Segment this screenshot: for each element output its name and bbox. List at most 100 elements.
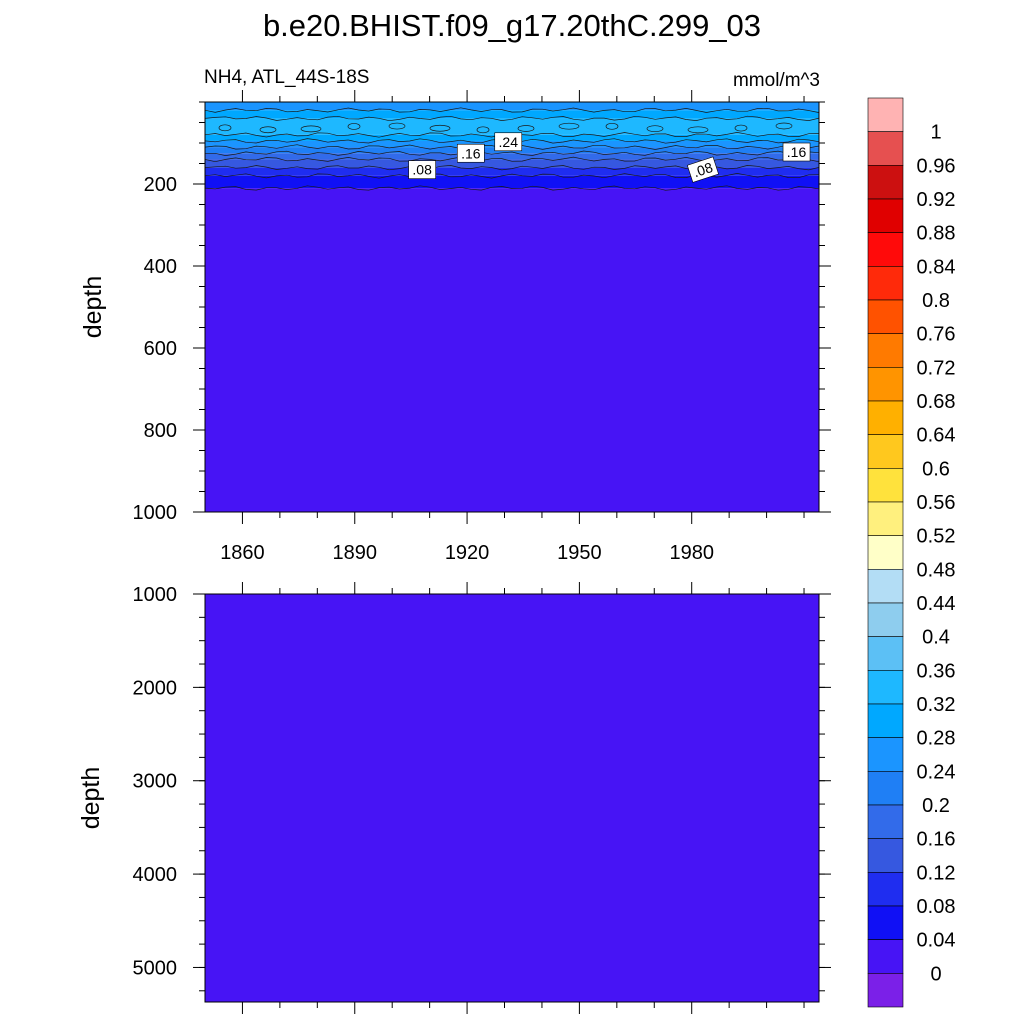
colorbar-swatch-10: [867, 434, 904, 469]
top-bands: [205, 102, 819, 512]
x-tick-label: 1890: [333, 542, 378, 564]
colorbar-label-6: 0.76: [917, 324, 956, 346]
contour-line-7: [204, 165, 820, 171]
top-ylabel: depth: [79, 276, 107, 339]
bottom-bands: [205, 594, 819, 1002]
band-top-0: [205, 102, 819, 111]
colorbar-swatch-4: [867, 232, 904, 267]
colorbar-swatch-17: [867, 670, 904, 705]
colorbar-label-17: 0.32: [917, 694, 956, 716]
colorbar-label-11: 0.56: [917, 492, 956, 514]
contour-label-4: .16: [782, 142, 811, 162]
colorbar-label-23: 0.08: [917, 896, 956, 918]
y-tick-label: 400: [144, 256, 177, 278]
colorbar-swatch-14: [867, 569, 904, 604]
y-tick-label: 5000: [133, 957, 178, 979]
colorbar-swatch-26: [867, 973, 904, 1008]
contour-blob-6: [476, 126, 490, 134]
colorbar-swatch-8: [867, 367, 904, 402]
colorbar-label-0: 1: [930, 122, 941, 144]
colorbar-label-1: 0.96: [917, 155, 956, 177]
colorbar-label-15: 0.4: [922, 627, 950, 649]
colorbar-label-9: 0.64: [917, 425, 956, 447]
colorbar-swatch-19: [867, 737, 904, 772]
contour-blob-7: [517, 125, 535, 132]
chart-title: b.e20.BHIST.f09_g17.20thC.299_03: [263, 8, 761, 43]
colorbar-label-24: 0.04: [917, 930, 956, 952]
colorbar-swatch-11: [867, 468, 904, 503]
svg-text:.16: .16: [461, 145, 481, 161]
contour-line-1: [204, 115, 820, 122]
contour-line-8: [204, 173, 820, 179]
svg-text:.08: .08: [691, 159, 715, 180]
colorbar-label-4: 0.84: [917, 256, 956, 278]
contour-blob-10: [646, 125, 664, 133]
colorbar-swatch-16: [867, 636, 904, 671]
bottom-ylabel: depth: [77, 767, 105, 830]
colorbar-label-21: 0.16: [917, 829, 956, 851]
colorbar-swatch-21: [867, 804, 904, 839]
colorbar-label-5: 0.8: [922, 290, 950, 312]
bottom-axes: 1000 2000 3000 4000 5000: [133, 582, 831, 1014]
contour-blob-3: [347, 123, 361, 130]
contour-line-0: [204, 107, 820, 113]
top-contour-labels: .24 .16 .08 .08 .16: [408, 132, 811, 183]
colorbar-swatch-13: [867, 535, 904, 570]
colorbar-swatch-9: [867, 400, 904, 435]
x-tick-label: 1920: [445, 542, 490, 564]
band-bottom-0: [205, 594, 819, 1002]
contour-line-5: [205, 150, 820, 156]
y-tick-label: 1000: [133, 584, 178, 606]
colorbar-label-25: 0: [930, 963, 941, 985]
contour-blob-2: [300, 125, 322, 133]
contour-label-2: .08: [408, 160, 436, 179]
colorbar-swatch-15: [867, 602, 904, 637]
colorbar-label-3: 0.88: [917, 223, 956, 245]
band-top-7: [205, 159, 819, 168]
contour-blob-1: [259, 126, 277, 134]
y-tick-label: 200: [144, 174, 177, 196]
contour-blob-8: [558, 122, 580, 130]
colorbar-swatch-3: [867, 198, 904, 233]
y-tick-label: 4000: [133, 864, 178, 886]
x-tick-label: 1950: [557, 542, 602, 564]
colorbar-label-10: 0.6: [922, 458, 950, 480]
contour-label-3: .08: [686, 156, 719, 183]
colorbar-swatch-1: [867, 131, 904, 166]
colorbar-label-13: 0.48: [917, 559, 956, 581]
contour-line-9: [204, 185, 820, 191]
band-top-9: [205, 175, 819, 189]
colorbar-label-12: 0.52: [917, 526, 956, 548]
x-tick-label: 1980: [669, 542, 714, 564]
band-top-2: [205, 118, 819, 135]
bottom-panel: 1000 2000 3000 4000 5000 depth: [77, 582, 831, 1014]
contour-blob-9: [605, 122, 619, 130]
contour-blob-13: [775, 122, 793, 130]
colorbar-label-20: 0.2: [922, 795, 950, 817]
top-axes: 200 400 600 800 1000 1860 1890 1920 1950 1980: [133, 90, 831, 564]
contour-blob-11: [687, 126, 709, 134]
colorbar-swatch-12: [867, 501, 904, 536]
colorbar-label-8: 0.68: [917, 391, 956, 413]
y-tick-label: 600: [144, 338, 177, 360]
colorbar-label-14: 0.44: [917, 593, 956, 615]
x-tick-label: 1860: [220, 542, 265, 564]
colorbar-swatch-24: [867, 905, 904, 940]
colorbar-swatch-0: [867, 97, 904, 132]
y-tick-label: 2000: [133, 677, 178, 699]
band-top-1: [205, 110, 819, 119]
band-top-8: [205, 167, 819, 176]
svg-text:.24: .24: [499, 134, 519, 150]
bottom-plot-frame: [204, 593, 820, 1003]
colorbar: 1 0.96 0.92 0.88 0.84 0.8 0.76 0.72 0.68 0.64 0.6 0…: [867, 97, 956, 1008]
band-top-10: [205, 188, 819, 512]
svg-text:.16: .16: [787, 144, 807, 160]
colorbar-swatch-25: [867, 939, 904, 974]
colorbar-swatch-7: [867, 333, 904, 368]
colorbar-swatch-22: [867, 838, 904, 873]
y-tick-label: 3000: [133, 771, 178, 793]
contour-label-0: .24: [494, 132, 523, 152]
colorbar-label-2: 0.92: [917, 189, 956, 211]
band-top-6: [205, 153, 819, 160]
